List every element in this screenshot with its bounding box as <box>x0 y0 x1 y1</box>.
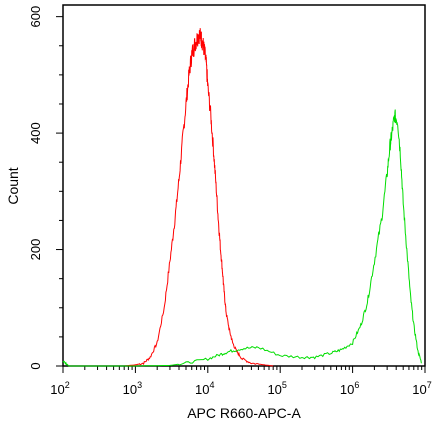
x-tick-label: 104 <box>195 380 214 397</box>
y-tick-label: 200 <box>28 239 43 261</box>
x-tick-label: 105 <box>267 380 286 397</box>
x-tick-label: 106 <box>340 380 359 397</box>
y-axis: 0 200 400 600 <box>28 6 63 370</box>
x-tick-label: 107 <box>412 380 431 397</box>
x-axis-title: APC R660-APC-A <box>187 405 301 421</box>
y-tick-label: 400 <box>28 122 43 144</box>
y-tick-label: 0 <box>28 362 43 369</box>
x-tick-label: 103 <box>123 380 142 397</box>
series-red-histogram <box>124 28 274 367</box>
x-tick-label: 102 <box>50 380 69 397</box>
series-layer <box>62 28 422 367</box>
series-green-histogram <box>62 109 422 367</box>
plot-frame <box>62 4 426 367</box>
x-axis: 102 103 104 105 106 107 <box>50 366 432 397</box>
y-axis-title: Count <box>5 167 21 204</box>
y-tick-label: 600 <box>28 6 43 28</box>
